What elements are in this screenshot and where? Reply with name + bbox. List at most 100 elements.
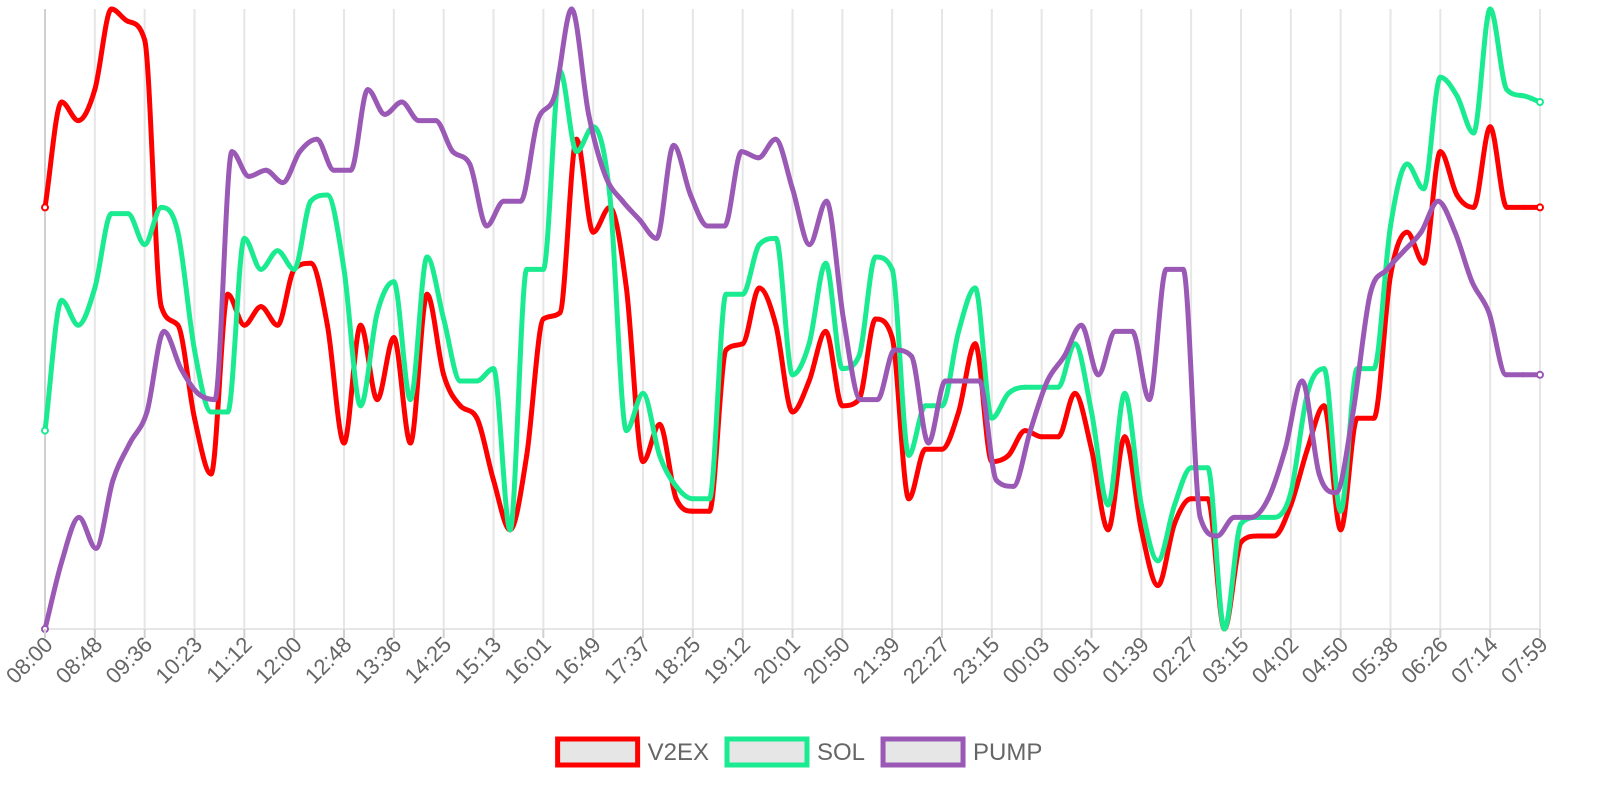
data-point[interactable] [1418,229,1424,235]
data-point[interactable] [1039,434,1045,440]
data-point[interactable] [1061,353,1067,359]
data-point[interactable] [1321,403,1327,409]
data-point[interactable] [1388,273,1393,279]
data-point[interactable] [586,111,592,117]
data-point[interactable] [722,223,728,229]
data-point[interactable] [108,211,114,217]
data-point[interactable] [1504,204,1510,210]
data-point[interactable] [474,415,480,421]
data-point[interactable] [790,409,795,415]
data-point[interactable] [1487,124,1493,130]
data-point[interactable] [407,397,413,403]
data-point[interactable] [1163,266,1169,272]
data-point[interactable] [640,459,646,465]
data-point[interactable] [225,291,231,297]
data-point[interactable] [740,291,746,297]
data-point[interactable] [1072,390,1078,396]
data-point[interactable] [972,285,978,291]
data-point[interactable] [41,426,49,435]
data-point[interactable] [1333,490,1339,496]
data-point[interactable] [823,260,829,266]
data-point[interactable] [275,322,281,328]
legend-swatch[interactable] [880,736,966,768]
data-point[interactable] [1010,483,1016,489]
data-point[interactable] [756,242,762,248]
data-point[interactable] [673,483,679,489]
legend-item-pump[interactable]: PUMP [880,736,1042,768]
data-point[interactable] [640,390,646,396]
data-point[interactable] [241,322,247,328]
data-point[interactable] [740,341,746,347]
data-point[interactable] [705,223,711,229]
data-point[interactable] [706,496,712,502]
data-point[interactable] [723,347,729,353]
data-point[interactable] [491,366,496,372]
data-point[interactable] [1022,384,1028,390]
data-point[interactable] [524,266,530,272]
data-point[interactable] [908,353,914,359]
data-point[interactable] [92,285,98,291]
data-point[interactable] [906,452,912,458]
data-point[interactable] [212,397,218,403]
data-point[interactable] [1520,93,1526,99]
data-point[interactable] [856,353,862,359]
data-point[interactable] [654,235,660,241]
data-point[interactable] [127,440,133,446]
data-point[interactable] [1487,6,1493,12]
data-point[interactable] [623,285,629,291]
data-point[interactable] [1095,372,1101,378]
data-point[interactable] [1471,204,1477,210]
legend[interactable]: V2EX SOL PUMP [555,736,1043,768]
data-point[interactable] [857,397,863,403]
data-point[interactable] [229,149,235,155]
data-point[interactable] [922,446,928,452]
data-point[interactable] [1089,446,1094,452]
data-point[interactable] [873,254,879,260]
data-point[interactable] [258,266,264,272]
data-point[interactable] [467,161,473,167]
data-point[interactable] [208,471,214,477]
data-point[interactable] [657,421,663,427]
data-point[interactable] [1421,260,1427,266]
data-point[interactable] [484,223,490,229]
legend-swatch[interactable] [555,736,641,768]
data-point[interactable] [1122,390,1128,396]
data-point[interactable] [291,266,297,272]
data-point[interactable] [491,477,496,483]
data-point[interactable] [1321,366,1327,372]
data-point[interactable] [1437,149,1443,155]
data-point[interactable] [1155,583,1161,589]
data-point[interactable] [1188,465,1194,471]
data-point[interactable] [1231,514,1237,520]
data-point[interactable] [144,409,150,415]
data-point[interactable] [374,397,380,403]
data-point[interactable] [524,452,530,458]
data-point[interactable] [976,378,982,384]
data-point[interactable] [1384,266,1390,272]
data-point[interactable] [806,341,812,347]
data-point[interactable] [773,136,779,142]
data-point[interactable] [1304,446,1310,452]
data-point[interactable] [1055,384,1061,390]
data-point[interactable] [623,428,629,434]
data-point[interactable] [1536,370,1544,379]
data-point[interactable] [280,180,286,186]
data-point[interactable] [308,260,314,266]
data-point[interactable] [263,167,269,173]
data-point[interactable] [1248,514,1254,520]
data-point[interactable] [806,242,812,248]
data-point[interactable] [59,99,65,105]
data-point[interactable] [1238,521,1244,527]
data-point[interactable] [989,415,995,421]
legend-swatch[interactable] [724,736,810,768]
data-point[interactable] [142,242,148,248]
data-point[interactable] [773,322,779,328]
data-point[interactable] [1354,415,1360,421]
data-point[interactable] [1105,527,1111,533]
data-point[interactable] [607,192,613,198]
data-point[interactable] [889,335,895,341]
data-point[interactable] [956,409,962,415]
data-point[interactable] [1271,514,1277,520]
legend-label[interactable]: PUMP [973,739,1042,766]
data-point[interactable] [706,508,712,514]
